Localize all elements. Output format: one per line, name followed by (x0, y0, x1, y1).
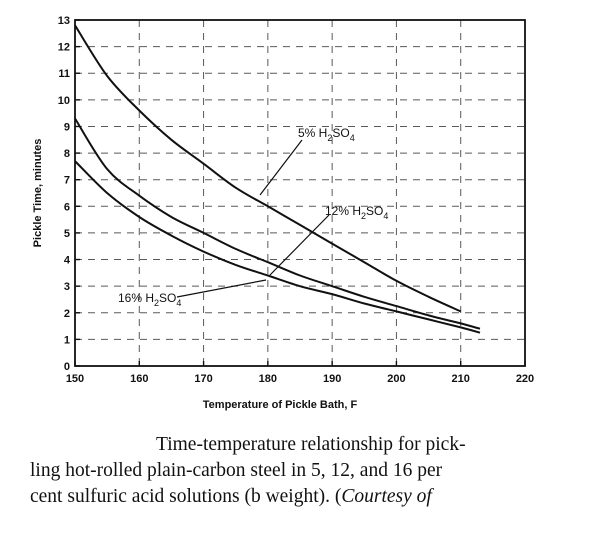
y-tick-label: 1 (64, 334, 70, 346)
y-tick-label: 3 (64, 281, 70, 293)
plot-frame (74, 19, 526, 367)
x-tick-label: 200 (387, 373, 405, 385)
annotation-part: 16% H (118, 291, 154, 305)
y-tick-label: 9 (64, 121, 70, 133)
annotation-leader (259, 139, 303, 196)
y-tick-label: 5 (64, 228, 70, 240)
caption-line-3-text: cent sulfuric acid solutions (b weight).… (30, 486, 342, 507)
x-tick-label: 180 (259, 373, 277, 385)
series-line-1 (74, 117, 481, 330)
series-annotation-0: 5% H2SO4 (298, 126, 355, 143)
x-tick-label: 220 (516, 373, 534, 385)
y-tick-label: 6 (64, 201, 70, 213)
series-line-2 (74, 160, 481, 334)
x-tick-label: 210 (452, 373, 470, 385)
chart-grid (75, 20, 525, 366)
annotation-part: SO (332, 126, 349, 140)
x-tick-label: 160 (130, 373, 148, 385)
x-axis-ticks: 150 160 170 180 190 200 210 220 (66, 361, 534, 385)
annotation-part: SO (366, 204, 383, 218)
annotation-leaders (176, 139, 330, 298)
caption-line-1: Time-temperature relationship for pick- (156, 434, 466, 455)
annotation-part: 4 (176, 298, 181, 308)
annotation-part: 2 (361, 211, 366, 221)
annotation-leader (269, 214, 330, 276)
y-tick-label: 11 (58, 68, 70, 80)
series-line-0 (74, 24, 462, 313)
caption-line-3: cent sulfuric acid solutions (b weight).… (30, 484, 565, 510)
y-tick-label: 0 (64, 361, 70, 373)
annotation-part: 5% H (298, 126, 327, 140)
chart-curves (74, 24, 481, 334)
series-annotation-2: 16% H2SO4 (118, 291, 181, 308)
annotation-part: 2 (327, 133, 332, 143)
caption-line-2: ling hot-rolled plain-carbon steel in 5,… (30, 460, 443, 481)
figure-caption: Time-temperature relationship for pick- … (30, 432, 565, 510)
annotation-part: 4 (350, 133, 355, 143)
y-tick-label: 2 (64, 308, 70, 320)
y-tick-label: 12 (58, 42, 70, 54)
y-tick-label: 13 (58, 15, 70, 27)
annotation-part: 12% H (325, 204, 361, 218)
series-annotation-1: 12% H2SO4 (325, 204, 388, 221)
y-tick-label: 4 (64, 255, 71, 267)
y-axis-label: Pickle Time, minutes (32, 139, 44, 248)
annotation-leader (176, 279, 267, 298)
x-axis-label: Temperature of Pickle Bath, F (203, 399, 358, 411)
y-tick-label: 7 (64, 175, 70, 187)
x-tick-label: 150 (66, 373, 84, 385)
y-tick-label: 8 (64, 148, 70, 160)
annotation-part: SO (159, 291, 176, 305)
x-tick-label: 190 (323, 373, 341, 385)
annotation-part: 2 (154, 298, 159, 308)
x-tick-label: 170 (194, 373, 212, 385)
caption-courtesy: Courtesy of (341, 486, 432, 507)
y-tick-label: 10 (58, 95, 70, 107)
pickle-time-chart: 150 160 170 180 190 200 210 220 012345678910111… (32, 15, 534, 411)
annotation-part: 4 (383, 211, 388, 221)
